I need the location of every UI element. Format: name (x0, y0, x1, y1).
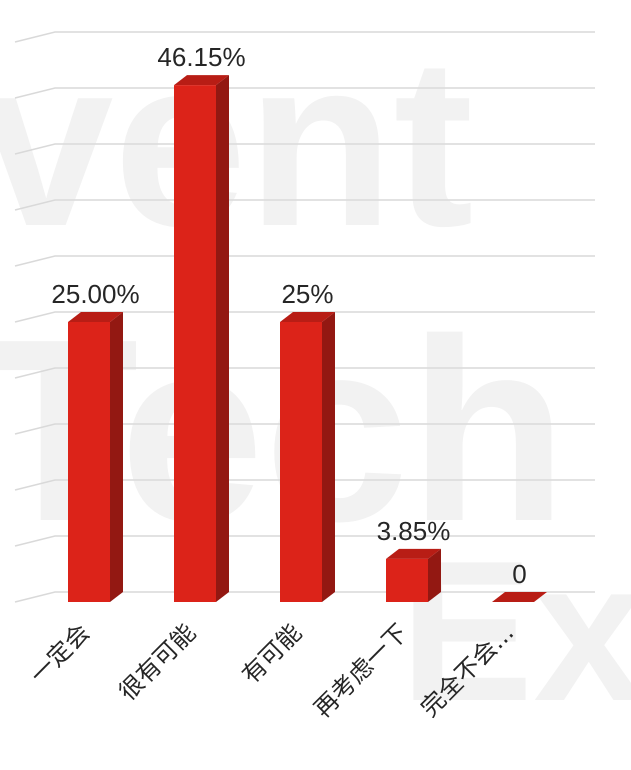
gridline (14, 423, 595, 435)
bar-side-face (216, 75, 229, 603)
bar-side-face (322, 312, 335, 602)
gridline (14, 311, 595, 323)
bar-front-face (68, 322, 110, 602)
bar-5 (492, 592, 547, 602)
data-label-5: 0 (512, 559, 526, 589)
gridline (14, 255, 595, 267)
gridline (14, 199, 595, 211)
category-label-2: 很有可能 (114, 618, 202, 706)
gridline (14, 31, 595, 43)
bar-2 (174, 75, 229, 603)
category-label-1: 一定会 (25, 618, 96, 689)
data-label-4: 3.85% (377, 516, 451, 546)
bar-side-face (428, 548, 441, 602)
bars (68, 75, 547, 603)
bar-top-face (386, 548, 441, 559)
gridline (14, 87, 595, 99)
gridlines (14, 31, 595, 603)
category-label-4: 再考虑一下 (309, 618, 414, 723)
bar-top-face (68, 312, 123, 322)
gridline (14, 535, 595, 547)
data-label-2: 46.15% (157, 42, 245, 72)
gridline (14, 479, 595, 491)
data-label-1: 25.00% (51, 279, 139, 309)
bar-front-face (280, 322, 322, 602)
gridline (14, 367, 595, 379)
bar-front-face (174, 85, 216, 603)
category-label-3: 有可能 (237, 618, 308, 689)
bar-side-face (110, 312, 123, 602)
bar-3 (280, 312, 335, 602)
bar-top-face (174, 75, 229, 86)
bar-top-face (280, 312, 335, 322)
gridline (14, 143, 595, 155)
bar-top-face (492, 592, 547, 602)
bar-1 (68, 312, 123, 602)
bar-4 (386, 548, 441, 602)
bar-front-face (386, 558, 428, 602)
watermark-line-1: vent (0, 8, 473, 276)
data-labels: 25.00% 46.15% 25% 3.85% 0 (51, 42, 526, 589)
data-label-3: 25% (281, 279, 333, 309)
